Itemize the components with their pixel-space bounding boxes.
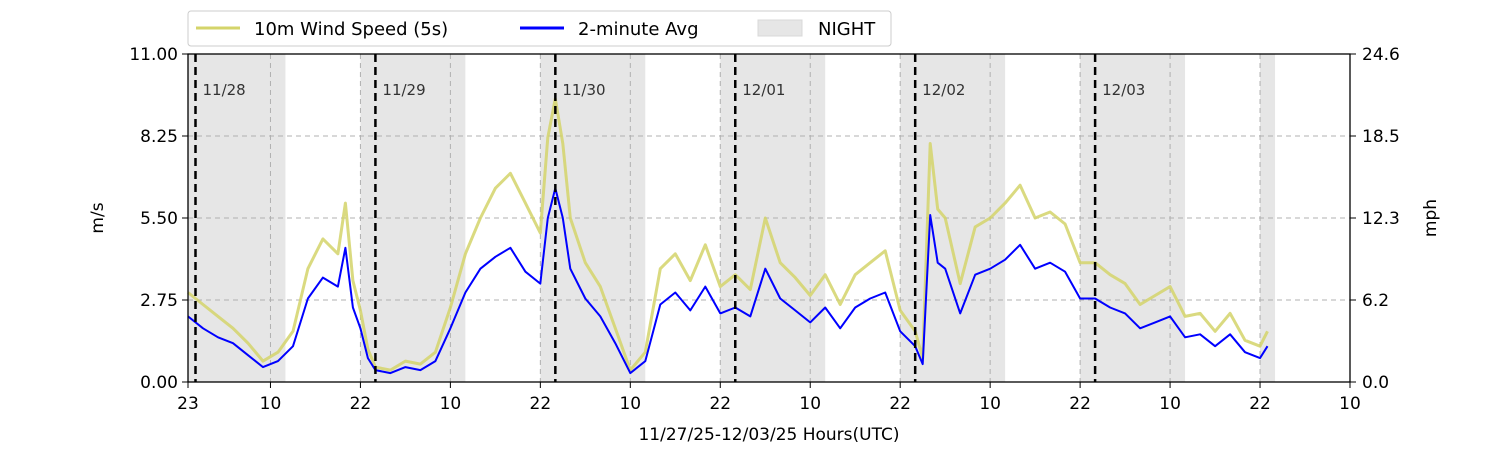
x-tick-label-10: 22 — [1069, 394, 1091, 414]
day-marker-label-1: 11/29 — [382, 81, 425, 99]
y-axis-right-title: mph — [1421, 199, 1441, 237]
y-right-tick-label-0: 0.0 — [1362, 373, 1389, 393]
legend-label-avg: 2-minute Avg — [578, 19, 699, 40]
x-tick-label-5: 10 — [619, 394, 641, 414]
x-tick-label-13: 10 — [1339, 394, 1361, 414]
axes-layer: 23 10 22 10 22 10 22 10 22 10 22 10 22 10 0.00 0.0 2.75 6… — [129, 45, 1400, 414]
y-left-tick-label-4: 11.00 — [129, 45, 178, 65]
x-tick-label-8: 22 — [889, 394, 911, 414]
y-left-tick-label-1: 2.75 — [140, 291, 178, 311]
legend: 10m Wind Speed (5s) 2-minute Avg NIGHT — [187, 10, 892, 47]
legend-swatch-night — [757, 19, 803, 37]
x-tick-label-1: 10 — [260, 394, 282, 414]
series-wind-speed-5s-line — [187, 97, 1269, 372]
y-right-tick-label-3: 18.5 — [1362, 127, 1400, 147]
x-tick-label-0: 23 — [177, 394, 199, 414]
y-left-tick-label-3: 8.25 — [140, 127, 178, 147]
series-2min-avg-line — [187, 187, 1269, 375]
day-marker-label-0: 11/28 — [202, 81, 245, 99]
x-tick-label-6: 22 — [709, 394, 731, 414]
y-right-tick-label-4: 24.6 — [1362, 45, 1400, 65]
legend-label-raw: 10m Wind Speed (5s) — [254, 19, 448, 40]
series-layer — [187, 97, 1269, 375]
y-axis-left-title: m/s — [88, 202, 108, 233]
x-tick-label-12: 22 — [1249, 394, 1271, 414]
day-marker-layer: 11/28 11/29 11/30 12/01 12/02 12/03 — [194, 54, 1145, 382]
x-tick-label-7: 10 — [799, 394, 821, 414]
day-marker-label-2: 11/30 — [562, 81, 605, 99]
day-marker-label-4: 12/02 — [922, 81, 965, 99]
x-axis-title: 11/27/25-12/03/25 Hours(UTC) — [638, 425, 899, 445]
x-tick-label-4: 22 — [530, 394, 552, 414]
y-left-tick-label-0: 0.00 — [140, 373, 178, 393]
y-right-tick-label-2: 12.3 — [1362, 209, 1400, 229]
day-marker-label-5: 12/03 — [1102, 81, 1145, 99]
grid-layer — [188, 54, 1350, 382]
x-tick-label-3: 10 — [440, 394, 462, 414]
legend-label-night: NIGHT — [818, 19, 876, 40]
day-marker-label-3: 12/01 — [742, 81, 785, 99]
y-right-tick-label-1: 6.2 — [1362, 291, 1389, 311]
x-tick-label-2: 22 — [350, 394, 372, 414]
x-tick-label-9: 10 — [979, 394, 1001, 414]
x-tick-label-11: 10 — [1159, 394, 1181, 414]
y-left-tick-label-2: 5.50 — [140, 209, 178, 229]
